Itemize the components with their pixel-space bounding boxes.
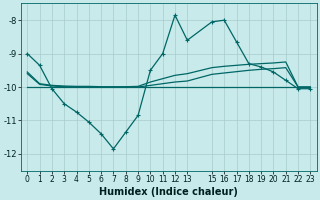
X-axis label: Humidex (Indice chaleur): Humidex (Indice chaleur) <box>100 187 238 197</box>
